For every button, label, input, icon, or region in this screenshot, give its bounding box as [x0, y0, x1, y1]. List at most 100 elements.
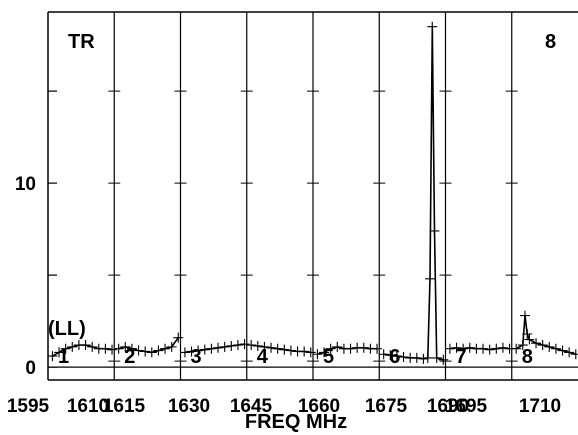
- data-point-marker: [378, 349, 389, 360]
- panel-label-5: 5: [323, 346, 334, 368]
- data-point-marker: [126, 343, 137, 354]
- data-point-marker: [133, 345, 144, 356]
- data-point-marker: [517, 340, 528, 351]
- x-tick-label: 1615: [103, 396, 146, 417]
- x-tick-label: 1645: [230, 396, 273, 417]
- data-point-marker: [232, 340, 243, 351]
- data-point-marker: [173, 332, 184, 343]
- data-point-marker: [491, 343, 502, 354]
- data-point-marker: [511, 343, 522, 354]
- annotation-top-right: 8: [545, 31, 556, 53]
- x-tick-label: 1610: [67, 396, 109, 417]
- data-point-marker: [497, 342, 508, 353]
- data-point-marker: [67, 341, 78, 352]
- data-point-marker: [219, 341, 230, 352]
- data-point-marker: [564, 347, 575, 358]
- data-point-marker: [427, 21, 438, 32]
- panel-dividers: [113, 12, 513, 380]
- data-point-marker: [239, 339, 250, 350]
- panel-labels: 1 2 3 4 5 6 7 8: [58, 346, 533, 368]
- panel-label-2: 2: [124, 346, 135, 368]
- series-line-panel-6: [383, 26, 444, 361]
- data-point-marker: [80, 340, 91, 351]
- annotation-top-left: TR: [68, 31, 95, 53]
- data-point-marker: [285, 345, 296, 356]
- data-point-marker: [193, 345, 204, 356]
- y-tick-label: 0: [25, 358, 36, 379]
- data-point-marker: [325, 343, 336, 354]
- x-tick-label: 1660: [298, 396, 340, 417]
- data-point-marker: [60, 343, 71, 354]
- data-point-marker: [279, 344, 290, 355]
- data-point-marker: [199, 344, 210, 355]
- data-point-marker: [411, 352, 422, 363]
- x-tick-label: 1595: [7, 396, 50, 417]
- data-point-marker: [451, 342, 462, 353]
- data-point-marker: [179, 347, 190, 358]
- data-point-marker: [140, 346, 151, 357]
- data-point-marker: [478, 343, 489, 354]
- x-axis-title: FREQ MHz: [245, 411, 347, 433]
- data-point-marker: [431, 352, 442, 363]
- data-point-marker: [522, 329, 533, 339]
- data-point-marker: [312, 349, 323, 360]
- data-point-marker: [107, 344, 118, 355]
- data-point-marker: [391, 351, 402, 362]
- x-tick-label: 1675: [365, 396, 408, 417]
- data-point-marker: [246, 340, 257, 351]
- data-point-marker: [160, 343, 171, 354]
- panel-label-8: 8: [522, 346, 533, 368]
- data-point-marker: [537, 340, 548, 351]
- panel-label-7: 7: [456, 346, 467, 368]
- data-point-marker: [429, 225, 440, 236]
- data-point-marker: [372, 343, 383, 354]
- data-point-marker: [422, 352, 433, 363]
- data-point-marker: [146, 347, 157, 358]
- panel-label-1: 1: [58, 346, 69, 368]
- panel-label-4: 4: [257, 346, 269, 368]
- data-point-marker: [385, 350, 396, 361]
- data-point-marker: [87, 341, 98, 352]
- data-point-marker: [226, 340, 237, 351]
- panel-label-3: 3: [191, 346, 202, 368]
- x-tick-label: 1695: [445, 396, 488, 417]
- panel-inner-ticks: [108, 90, 518, 362]
- data-point-marker: [272, 343, 283, 354]
- data-point-marker: [484, 344, 495, 355]
- data-point-marker: [213, 342, 224, 353]
- data-point-marker: [358, 342, 369, 353]
- data-point-marker: [570, 349, 578, 360]
- data-markers: [47, 21, 578, 365]
- x-tick-label: 1690: [427, 396, 469, 417]
- data-point-marker: [252, 340, 263, 351]
- annotation-polarization: (LL): [48, 318, 86, 340]
- data-point-marker: [345, 343, 356, 354]
- data-point-marker: [531, 338, 542, 349]
- spectrum-series: [52, 26, 577, 361]
- data-point-marker: [550, 343, 561, 354]
- data-point-marker: [113, 343, 124, 354]
- y-tick-label: 10: [15, 174, 36, 195]
- data-point-marker: [520, 310, 530, 321]
- y-axis-tick-labels: 0 10: [15, 174, 36, 379]
- data-point-marker: [418, 353, 429, 364]
- data-point-marker: [398, 352, 409, 362]
- data-point-marker: [47, 351, 58, 362]
- data-point-marker: [166, 341, 177, 352]
- data-point-marker: [299, 346, 310, 357]
- data-point-marker: [153, 345, 164, 356]
- x-tick-label: 1630: [168, 396, 210, 417]
- data-point-marker: [259, 341, 270, 352]
- data-point-marker: [425, 273, 436, 284]
- panel-label-6: 6: [389, 346, 400, 368]
- data-point-marker: [266, 342, 277, 353]
- data-point-marker: [186, 346, 197, 357]
- data-point-marker: [100, 343, 111, 354]
- data-point-marker: [120, 341, 131, 352]
- data-point-marker: [54, 347, 65, 358]
- data-point-marker: [319, 347, 330, 358]
- data-point-marker: [557, 345, 568, 356]
- data-point-marker: [444, 343, 455, 354]
- data-point-marker: [438, 354, 449, 365]
